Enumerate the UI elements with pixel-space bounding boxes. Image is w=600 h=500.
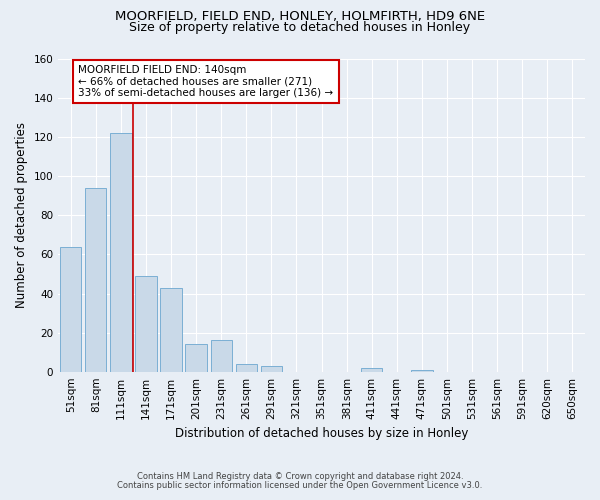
Bar — [60, 246, 82, 372]
Bar — [85, 188, 106, 372]
Bar — [160, 288, 182, 372]
Text: Contains HM Land Registry data © Crown copyright and database right 2024.: Contains HM Land Registry data © Crown c… — [137, 472, 463, 481]
Y-axis label: Number of detached properties: Number of detached properties — [15, 122, 28, 308]
X-axis label: Distribution of detached houses by size in Honley: Distribution of detached houses by size … — [175, 427, 468, 440]
Text: MOORFIELD FIELD END: 140sqm
← 66% of detached houses are smaller (271)
33% of se: MOORFIELD FIELD END: 140sqm ← 66% of det… — [78, 65, 334, 98]
Bar — [110, 134, 131, 372]
Bar — [361, 368, 382, 372]
Bar — [236, 364, 257, 372]
Text: Size of property relative to detached houses in Honley: Size of property relative to detached ho… — [130, 21, 470, 34]
Text: Contains public sector information licensed under the Open Government Licence v3: Contains public sector information licen… — [118, 481, 482, 490]
Text: MOORFIELD, FIELD END, HONLEY, HOLMFIRTH, HD9 6NE: MOORFIELD, FIELD END, HONLEY, HOLMFIRTH,… — [115, 10, 485, 23]
Bar — [261, 366, 282, 372]
Bar — [185, 344, 207, 372]
Bar — [411, 370, 433, 372]
Bar — [211, 340, 232, 372]
Bar — [136, 276, 157, 372]
